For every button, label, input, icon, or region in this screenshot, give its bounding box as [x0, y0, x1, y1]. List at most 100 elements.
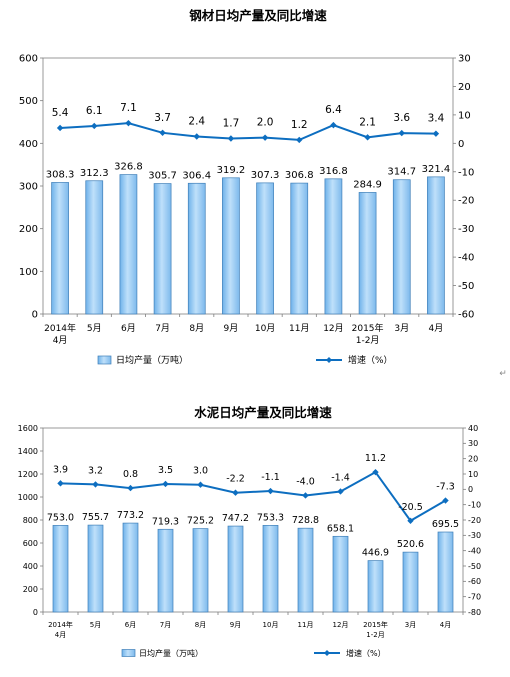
category-label: 5月	[87, 323, 102, 334]
growth-value-label: 1.2	[291, 119, 308, 131]
bar-value-label: 326.8	[114, 162, 143, 173]
growth-value-label: 3.4	[428, 113, 445, 125]
growth-value-label: 1.7	[223, 117, 240, 129]
right-axis-tick-label: -30	[468, 531, 481, 540]
growth-value-label: 0.8	[123, 469, 138, 480]
left-axis-tick-label: 800	[23, 516, 38, 525]
steel-chart: 钢材日均产量及同比增速0100200300400500600-60-50-40-…	[19, 8, 474, 366]
right-axis-tick-label: 40	[468, 424, 478, 433]
growth-point	[330, 121, 337, 129]
growth-value-label: -7.3	[436, 482, 455, 493]
bar	[392, 179, 411, 315]
bar-value-label: 719.3	[152, 516, 179, 527]
bar	[402, 551, 419, 613]
bar	[153, 183, 172, 315]
category-label: 2014年	[48, 620, 73, 629]
category-label: 9月	[230, 621, 241, 629]
bar	[87, 524, 104, 613]
chart-title: 钢材日均产量及同比增速	[189, 8, 327, 23]
category-label: 3月	[394, 323, 409, 334]
growth-point	[407, 517, 414, 524]
category-label: 6月	[121, 323, 136, 334]
category-label: 3月	[405, 621, 416, 629]
growth-point	[337, 488, 344, 495]
growth-value-label: -1.4	[331, 472, 350, 483]
left-axis-tick-label: 1200	[18, 470, 38, 479]
category-label: 2015年	[363, 620, 388, 629]
right-axis-tick-label: 0	[458, 139, 464, 150]
bar	[187, 182, 206, 315]
right-axis-tick-label: -20	[458, 196, 474, 207]
left-axis-tick-label: 600	[19, 54, 38, 65]
category-label: 1-2月	[366, 631, 384, 639]
bar	[297, 527, 314, 613]
category-label: 6月	[125, 621, 136, 629]
growth-value-label: 6.1	[86, 105, 103, 117]
bar-value-label: 520.6	[397, 539, 424, 550]
left-axis-tick-label: 400	[23, 562, 38, 571]
left-axis-tick-label: 200	[23, 585, 38, 594]
growth-point	[127, 484, 134, 492]
bar	[192, 528, 209, 613]
bar-value-label: 658.1	[327, 523, 354, 534]
category-label: 8月	[189, 323, 204, 334]
bar-value-label: 728.8	[292, 515, 319, 526]
growth-value-label: -4.0	[296, 476, 315, 487]
category-label: 8月	[195, 621, 206, 629]
category-label: 10月	[263, 621, 279, 629]
growth-point	[197, 481, 204, 488]
legend-line-marker	[324, 650, 330, 656]
right-axis-tick-label: 30	[468, 439, 478, 448]
bar-value-label: 305.7	[148, 171, 177, 182]
bar-value-label: 747.2	[222, 513, 249, 524]
bar-value-label: 314.7	[387, 167, 416, 178]
bar-value-label: 312.3	[80, 168, 109, 179]
bar-value-label: 725.2	[187, 516, 214, 527]
legend-line-marker	[326, 357, 332, 363]
left-axis-tick-label: 100	[19, 267, 38, 278]
bar-value-label: 755.7	[82, 512, 109, 523]
growth-value-label: 7.1	[120, 102, 137, 114]
growth-point	[364, 134, 371, 141]
category-label: 11月	[298, 621, 314, 629]
chart-title: 水泥日均产量及同比增速	[194, 405, 332, 420]
growth-value-label: 11.2	[365, 453, 386, 464]
legend-bar-swatch	[121, 649, 136, 657]
left-axis-tick-label: 300	[19, 182, 38, 193]
bar-value-label: 307.3	[251, 170, 280, 181]
right-axis-tick-label: -60	[468, 577, 481, 586]
bar	[437, 531, 454, 613]
growth-point	[227, 135, 235, 142]
bar	[256, 182, 274, 315]
growth-value-label: 3.0	[193, 466, 208, 477]
growth-value-label: 2.0	[257, 117, 274, 129]
growth-value-label: -1.1	[261, 472, 280, 483]
growth-value-label: 3.6	[393, 112, 410, 124]
category-label: 2014年	[44, 322, 76, 334]
left-axis-tick-label: 0	[33, 608, 38, 617]
bar	[367, 560, 384, 613]
growth-point	[57, 480, 64, 487]
bar	[122, 522, 139, 613]
bar-value-label: 319.2	[217, 165, 246, 176]
bar	[52, 525, 69, 613]
right-axis-tick-label: -40	[458, 253, 474, 264]
right-axis-tick-label: -60	[458, 310, 474, 321]
bar-value-label: 446.9	[362, 548, 389, 559]
category-label: 11月	[289, 323, 309, 334]
growth-point	[296, 136, 303, 144]
bar	[227, 525, 244, 613]
right-axis-tick-label: -50	[468, 562, 481, 571]
category-label: 5月	[90, 621, 101, 629]
growth-value-label: 2.1	[359, 116, 376, 128]
bar-value-label: 753.0	[47, 512, 74, 523]
growth-value-label: 3.2	[88, 465, 103, 476]
bar	[262, 525, 279, 613]
category-label: 1-2月	[356, 335, 380, 346]
bar-value-label: 753.3	[257, 512, 284, 523]
category-label: 7月	[160, 621, 171, 629]
bar-value-label: 321.4	[422, 164, 451, 175]
growth-point	[398, 129, 405, 137]
growth-value-label: 5.4	[52, 107, 69, 119]
legend-line-label: 增速（%）	[346, 648, 386, 658]
